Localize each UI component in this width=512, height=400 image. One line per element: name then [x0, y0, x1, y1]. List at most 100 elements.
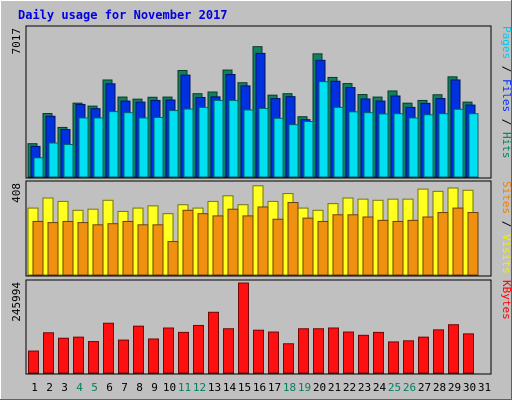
bar-sites-day-24 [377, 219, 389, 276]
bar-kbytes-day-26 [403, 340, 414, 374]
x-axis-labels: 1 2 3 4 5 6 7 8 9 10 11 12 13 14 15 16 17 18 19 20 21 22 23 24 2… [31, 381, 491, 394]
bar-pages-day-13 [213, 99, 224, 178]
x-tick-label-18: 18 [283, 381, 296, 394]
panels: 7017 Pages / Files / Hits 408 Sites / Visit… [10, 25, 512, 375]
panel-kbytes: 245994 KBytes [10, 279, 512, 375]
bar-kbytes-day-4 [73, 336, 84, 374]
y-max-label: 408 [10, 183, 23, 203]
bar-sites-day-16 [257, 206, 269, 276]
bar-kbytes-day-2 [43, 332, 54, 374]
bar-sites-day-30 [467, 212, 479, 276]
x-tick-label-1: 1 [31, 381, 38, 394]
bar-kbytes-day-13 [208, 311, 219, 374]
bar-pages-day-18 [288, 124, 299, 178]
bar-kbytes-day-3 [58, 337, 69, 374]
x-tick-label-16: 16 [253, 381, 266, 394]
x-tick-label-13: 13 [208, 381, 221, 394]
bar-pages-day-25 [393, 113, 404, 178]
bar-sites-day-17 [272, 218, 284, 276]
bar-sites-day-27 [422, 216, 434, 276]
legend-entry: KBytes [500, 280, 512, 320]
bar-sites-day-2 [47, 222, 59, 276]
x-tick-label-15: 15 [238, 381, 251, 394]
series-legend: Pages / Files / Hits [500, 26, 512, 159]
x-tick-label-3: 3 [61, 381, 68, 394]
x-tick-label-2: 2 [46, 381, 53, 394]
bar-sites-day-28 [437, 212, 449, 276]
legend-entry: / [500, 214, 512, 234]
bar-sites-day-8 [137, 224, 149, 276]
x-tick-label-28: 28 [433, 381, 446, 394]
bar-sites-day-26 [407, 219, 419, 276]
series-legend: KBytes [500, 280, 512, 320]
bar-kbytes-day-19 [298, 328, 309, 374]
bar-sites-day-11 [182, 209, 194, 276]
bar-sites-day-5 [92, 224, 104, 276]
bar-pages-day-11 [183, 108, 194, 178]
legend-entry: Files [500, 79, 512, 112]
bar-pages-day-2 [48, 142, 59, 178]
bar-kbytes-day-14 [223, 328, 234, 374]
bar-sites-day-21 [332, 214, 344, 276]
bar-kbytes-day-30 [463, 333, 474, 374]
bar-sites-day-25 [392, 220, 404, 276]
bar-kbytes-day-6 [103, 322, 114, 374]
bar-sites-day-12 [197, 213, 209, 276]
bar-kbytes-day-7 [118, 339, 129, 374]
bar-pages-day-26 [408, 117, 419, 178]
x-tick-label-12: 12 [193, 381, 206, 394]
x-tick-label-5: 5 [91, 381, 98, 394]
bar-kbytes-day-18 [283, 343, 294, 374]
bar-sites-day-23 [362, 216, 374, 276]
bar-pages-day-8 [138, 117, 149, 178]
x-tick-label-30: 30 [463, 381, 476, 394]
bar-pages-day-16 [258, 107, 269, 178]
bar-kbytes-day-20 [313, 328, 324, 374]
bar-pages-day-28 [438, 113, 449, 178]
bar-kbytes-day-23 [358, 334, 369, 374]
bar-pages-day-23 [363, 112, 374, 178]
bar-pages-day-29 [453, 108, 464, 178]
bar-kbytes-day-5 [88, 341, 99, 374]
chart-title: Daily usage for November 2017 [18, 8, 228, 22]
bar-kbytes-day-21 [328, 327, 339, 374]
bar-kbytes-day-27 [418, 336, 429, 374]
bar-sites-day-9 [152, 224, 164, 276]
x-tick-label-26: 26 [403, 381, 416, 394]
series-legend: Sites / Visits [500, 181, 512, 274]
bar-pages-day-22 [348, 111, 359, 178]
bar-kbytes-day-24 [373, 331, 384, 374]
bar-pages-day-12 [198, 106, 209, 178]
x-tick-label-27: 27 [418, 381, 431, 394]
x-tick-label-17: 17 [268, 381, 281, 394]
bar-pages-day-3 [63, 144, 74, 178]
bar-pages-day-24 [378, 113, 389, 178]
legend-entry: Visits [500, 234, 512, 274]
x-tick-label-29: 29 [448, 381, 461, 394]
x-tick-label-4: 4 [76, 381, 83, 394]
x-tick-label-24: 24 [373, 381, 387, 394]
bar-pages-day-20 [318, 81, 329, 178]
bar-sites-day-1 [32, 220, 44, 276]
bar-kbytes-day-1 [28, 350, 39, 374]
bar-pages-day-1 [33, 157, 44, 178]
bar-pages-day-10 [168, 110, 179, 178]
legend-entry: / [500, 59, 512, 79]
y-max-label: 245994 [10, 282, 23, 322]
bar-kbytes-day-8 [133, 325, 144, 374]
bar-kbytes-day-12 [193, 324, 204, 374]
bar-sites-day-29 [452, 207, 464, 276]
bar-kbytes-day-29 [448, 324, 459, 374]
x-tick-label-10: 10 [163, 381, 176, 394]
bar-sites-day-19 [302, 217, 314, 276]
legend-entry: Sites [500, 181, 512, 214]
bar-kbytes-day-25 [388, 341, 399, 374]
y-max-label: 7017 [10, 28, 23, 55]
x-tick-label-19: 19 [298, 381, 311, 394]
x-tick-label-23: 23 [358, 381, 371, 394]
bar-kbytes-day-22 [343, 331, 354, 374]
bar-sites-day-10 [167, 241, 179, 276]
x-tick-label-14: 14 [223, 381, 237, 394]
legend-entry: Hits [500, 132, 512, 159]
